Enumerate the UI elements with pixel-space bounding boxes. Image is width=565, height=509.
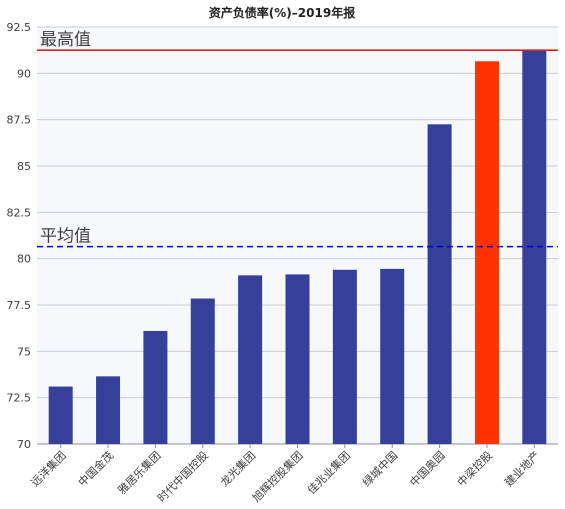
bar: [238, 275, 263, 444]
y-tick-label: 77.5: [7, 299, 32, 312]
y-tick-label: 87.5: [7, 114, 32, 127]
bar: [96, 376, 121, 444]
y-axis: 70 72.5 75 77.5 80 82.5 85 87.5 90 92.5: [7, 21, 558, 451]
bar: [332, 269, 357, 444]
y-tick-label: 80: [17, 253, 31, 266]
y-tick-label: 75: [17, 345, 31, 358]
bar: [285, 274, 310, 444]
bar: [427, 124, 452, 445]
reference-line-label: 最高值: [40, 30, 91, 50]
chart-title: 资产负债率(%)–2019年报: [209, 5, 355, 20]
y-tick-label: 90: [17, 67, 31, 80]
y-tick-label: 70: [17, 438, 31, 451]
bar: [143, 330, 168, 444]
y-tick-label: 82.5: [7, 206, 32, 219]
bar: [190, 298, 215, 444]
bar: [48, 386, 73, 444]
y-tick-label: 92.5: [7, 21, 32, 34]
y-tick-label: 85: [17, 160, 31, 173]
bar: [380, 268, 405, 444]
bar: [474, 61, 499, 444]
reference-line-label: 平均值: [40, 227, 91, 247]
y-tick-label: 72.5: [7, 392, 32, 405]
